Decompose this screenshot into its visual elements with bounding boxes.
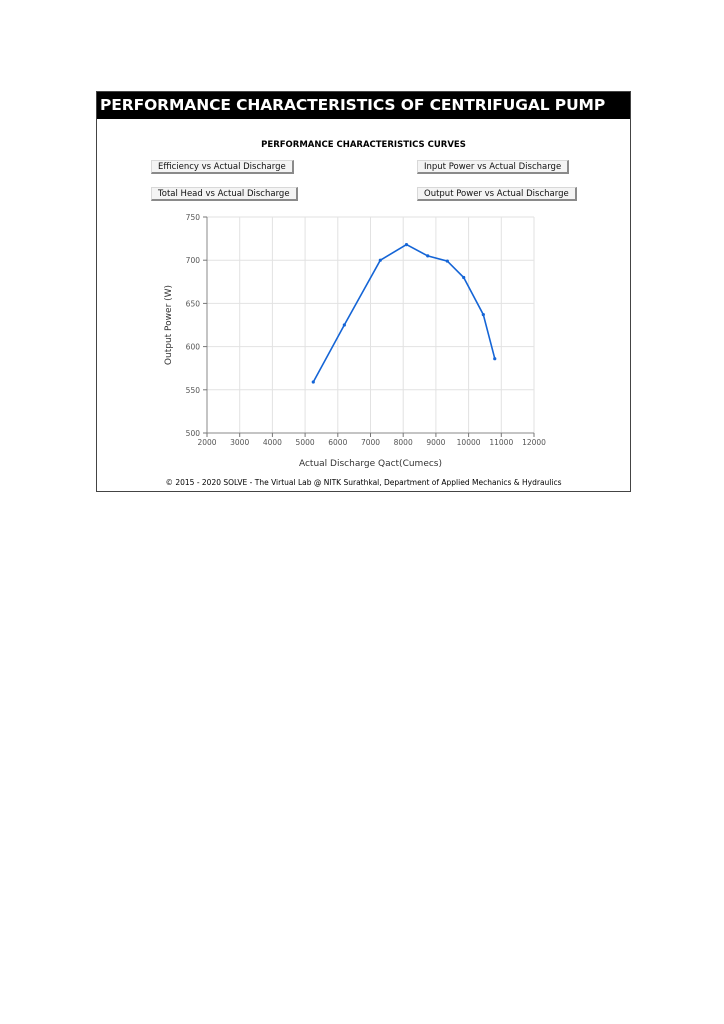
total-head-vs-discharge-button[interactable]: Total Head vs Actual Discharge [151,187,298,201]
x-axis-ticks: 2000 3000 4000 5000 6000 7000 8000 9000 10000 110… [197,433,546,447]
data-point [378,258,382,262]
x-axis-label: Actual Discharge Qact(Cumecs) [299,459,442,469]
chart-section-title: PERFORMANCE CHARACTERISTICS CURVES [261,140,466,150]
y-tick-label: 600 [186,343,201,352]
y-axis-label: Output Power (W) [164,285,174,365]
data-point [426,254,430,258]
x-tick-label: 5000 [296,438,315,447]
x-tick-label: 10000 [457,438,481,447]
data-point [462,275,466,280]
y-axis-ticks: 500 550 600 650 700 750 [186,213,207,438]
y-tick-label: 700 [186,256,201,265]
y-tick-label: 650 [186,299,201,308]
x-tick-label: 8000 [394,438,413,447]
x-tick-label: 3000 [230,438,249,447]
data-point [404,243,409,247]
output-power-chart: 2000 3000 4000 5000 6000 7000 8000 9000 10000 110… [164,213,546,469]
data-point [311,380,315,384]
x-tick-label: 4000 [263,438,282,447]
x-tick-label: 9000 [426,438,445,447]
y-tick-label: 500 [186,429,201,438]
data-point [445,259,449,263]
efficiency-vs-discharge-button[interactable]: Efficiency vs Actual Discharge [151,160,294,174]
y-tick-label: 550 [186,386,201,395]
performance-panel: PERFORMANCE CHARACTERISTICS OF CENTRIFUG… [96,91,631,492]
output-power-vs-discharge-button[interactable]: Output Power vs Actual Discharge [417,187,577,201]
input-power-vs-discharge-button[interactable]: Input Power vs Actual Discharge [417,160,570,174]
data-point [481,313,485,317]
chart-series [311,243,497,384]
x-tick-label: 6000 [328,438,347,447]
page-title: PERFORMANCE CHARACTERISTICS OF CENTRIFUG… [97,92,630,119]
series-line [312,243,496,383]
chart-grid [207,216,535,433]
y-tick-label: 750 [186,213,201,222]
x-tick-label: 11000 [489,438,513,447]
x-tick-label: 12000 [522,438,546,447]
data-point [342,323,346,327]
data-point [493,357,497,361]
copyright-footer: © 2015 - 2020 SOLVE - The Virtual Lab @ … [165,478,562,487]
x-tick-label: 7000 [361,438,380,447]
x-tick-label: 2000 [197,438,216,447]
